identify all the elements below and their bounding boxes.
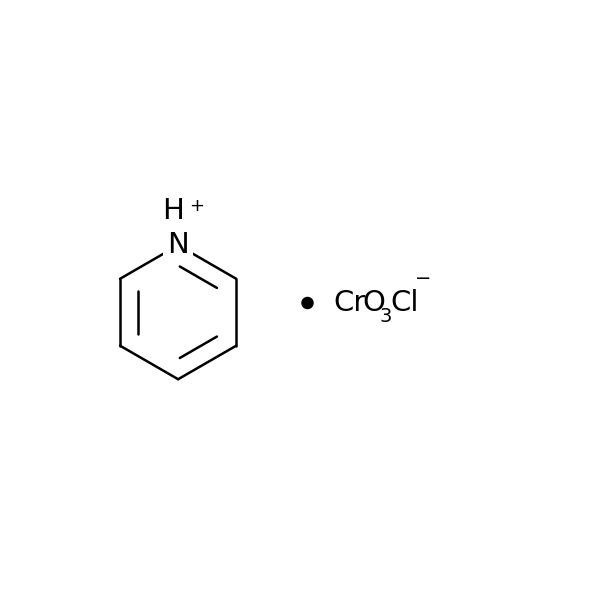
Text: H: H [163, 197, 184, 224]
Circle shape [302, 298, 313, 308]
Text: N: N [167, 231, 189, 259]
Text: Cr: Cr [333, 289, 365, 317]
Text: Cl: Cl [390, 289, 418, 317]
Text: O: O [362, 289, 385, 317]
Text: −: − [415, 269, 431, 289]
Text: 3: 3 [379, 307, 391, 326]
Text: +: + [189, 197, 204, 215]
